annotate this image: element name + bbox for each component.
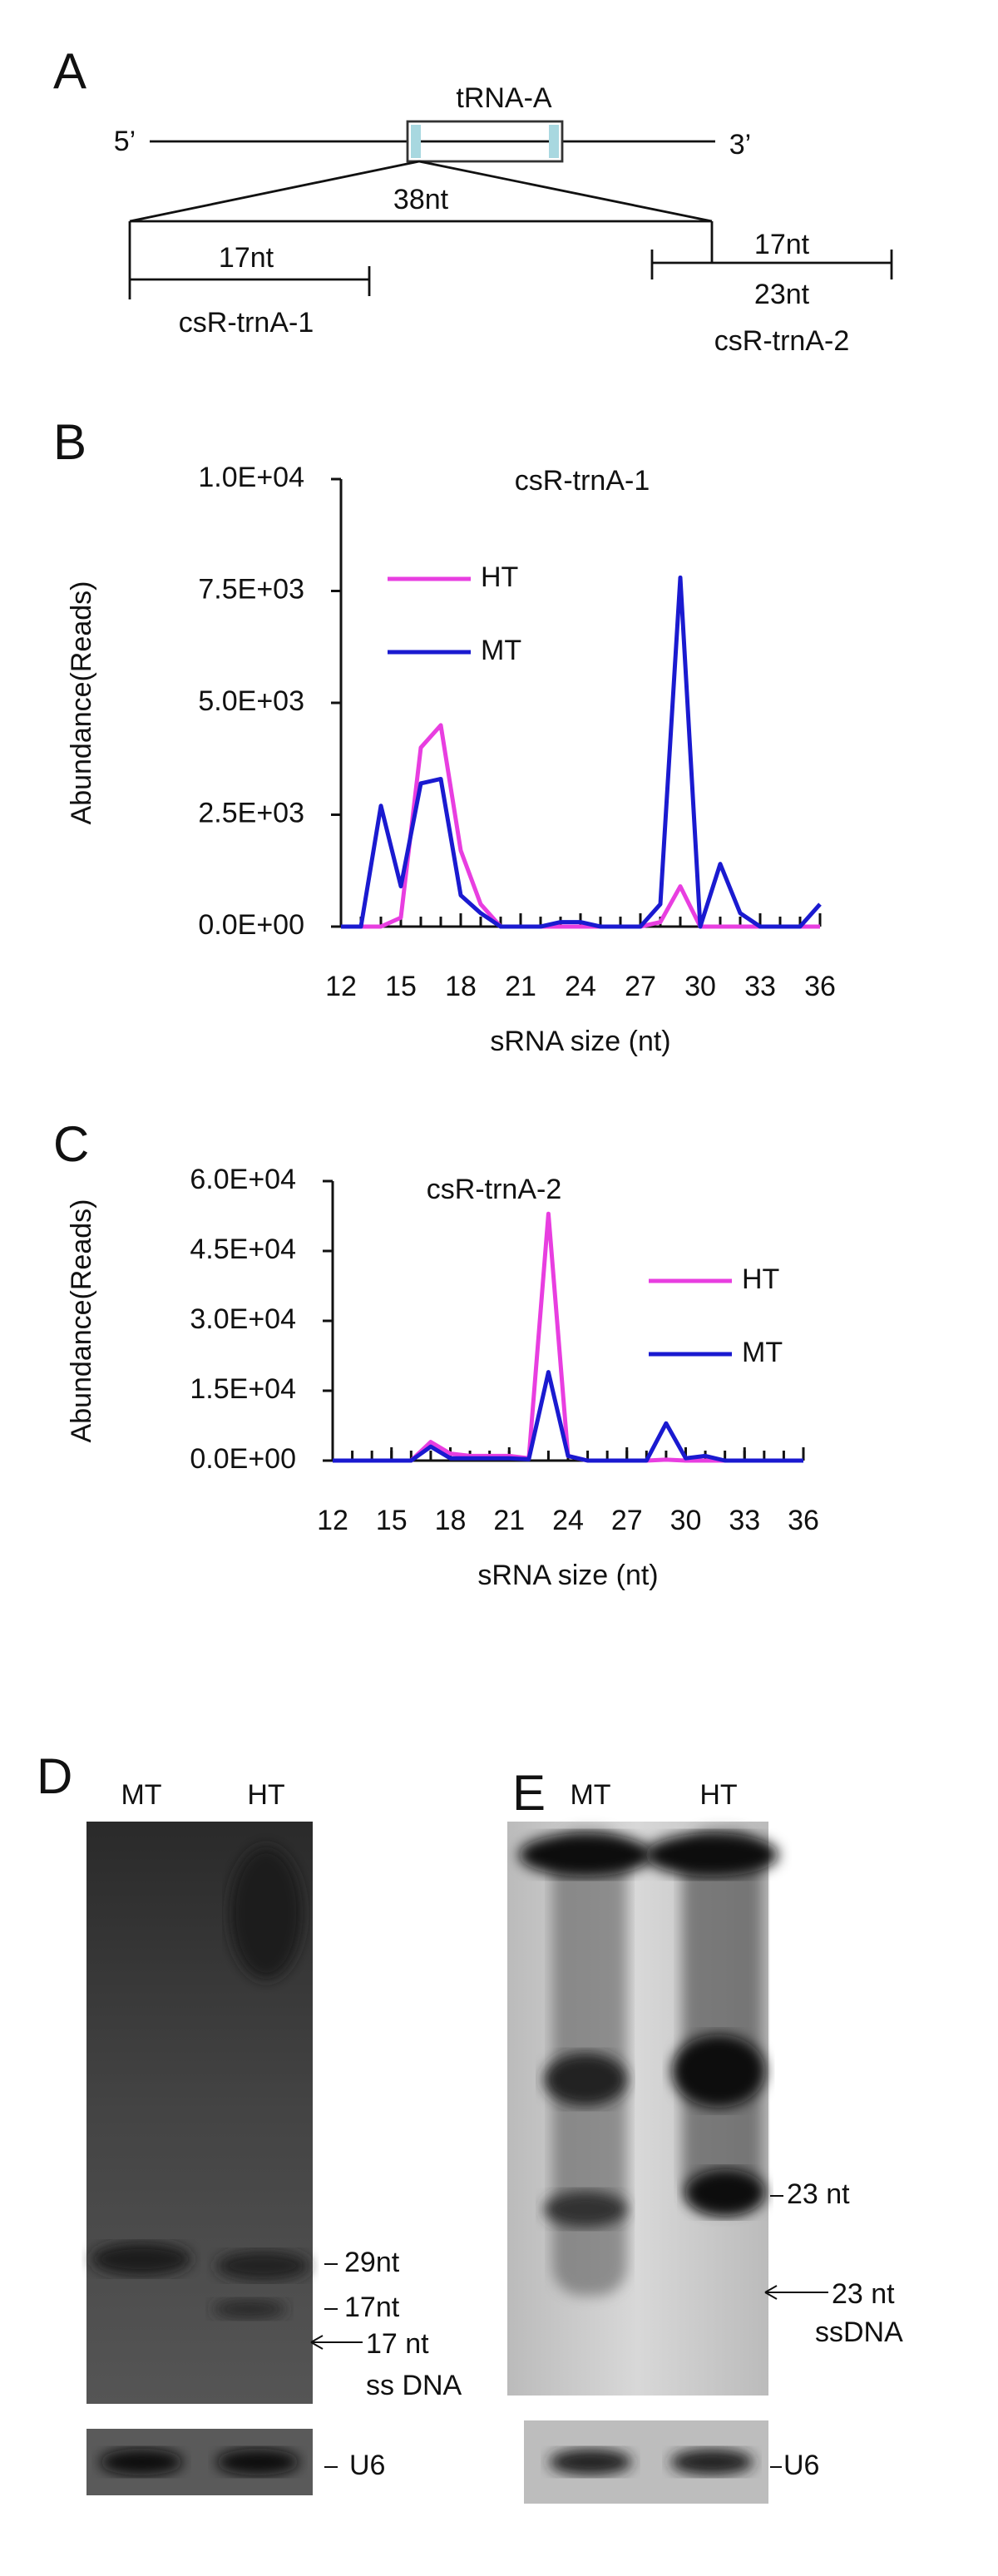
x-tick-label: 24: [552, 1505, 584, 1536]
band: [645, 1833, 778, 1876]
y-tick-label: 4.5E+04: [190, 1234, 296, 1265]
length-label: 17nt: [219, 242, 274, 274]
x-tick-label: 15: [376, 1505, 408, 1536]
y-tick-label: 6.0E+04: [190, 1164, 296, 1195]
data-line: [341, 575, 822, 929]
band: [519, 1833, 652, 1876]
x-axis-label: sRNA size (nt): [477, 1560, 658, 1591]
probe-label: ss DNA: [366, 2370, 462, 2401]
band: [672, 2035, 765, 2108]
band: [544, 2053, 627, 2106]
control-label: U6: [349, 2450, 385, 2481]
marker-label: 17nt: [344, 2292, 400, 2323]
x-tick-label: 12: [325, 971, 357, 1002]
y-tick-label: 3.0E+04: [190, 1303, 296, 1335]
data-line: [341, 723, 820, 929]
y-tick-label: 1.5E+04: [190, 1373, 296, 1405]
gene-label: tRNA-A: [456, 82, 552, 114]
gene-edge: [411, 125, 421, 158]
chart-title: csR-trnA-1: [515, 465, 650, 497]
end-label: 5’: [114, 126, 136, 157]
x-tick-label: 18: [445, 971, 477, 1002]
legend-label: HT: [481, 561, 518, 593]
lane-label: HT: [699, 1779, 737, 1811]
band: [685, 2169, 765, 2216]
blot-d: D MT HT 29nt 17nt 17 nt ss DNA U6: [37, 1748, 462, 2495]
x-tick-label: 24: [565, 971, 596, 1002]
zoom-line: [418, 160, 713, 223]
x-tick-label: 36: [804, 971, 836, 1002]
chart-title: csR-trnA-2: [427, 1174, 561, 1205]
arrow-head: [310, 2335, 324, 2350]
panel-label: A: [53, 43, 86, 99]
x-tick-label: 30: [670, 1505, 702, 1536]
x-tick-label: 33: [729, 1505, 760, 1536]
marker-label: 29nt: [344, 2247, 400, 2278]
length-label: 23nt: [754, 279, 810, 310]
band: [91, 2242, 191, 2276]
y-axis-label: Abundance(Reads): [66, 581, 97, 825]
band: [544, 2191, 627, 2227]
x-tick-label: 30: [684, 971, 716, 1002]
panel-label: E: [512, 1765, 546, 1821]
probe-label: 17 nt: [366, 2328, 429, 2360]
zoom-line: [129, 160, 420, 223]
fragment-name: csR-trnA-1: [179, 307, 314, 339]
y-tick-label: 5.0E+03: [198, 685, 304, 717]
x-tick-label: 12: [317, 1505, 348, 1536]
gene-edge: [549, 125, 559, 158]
legend-label: HT: [742, 1263, 779, 1295]
band: [213, 2299, 286, 2319]
data-line: [333, 1211, 803, 1463]
band: [670, 2449, 753, 2475]
length-label: 17nt: [754, 229, 810, 260]
y-tick-label: 0.0E+00: [190, 1443, 296, 1475]
marker-label: 23 nt: [787, 2178, 850, 2210]
lane-label: MT: [570, 1779, 610, 1811]
band: [216, 2449, 299, 2475]
lane-smear: [682, 1830, 762, 2213]
x-axis-label: sRNA size (nt): [490, 1026, 670, 1057]
probe-label: 23 nt: [832, 2278, 895, 2310]
fragment-name: csR-trnA-2: [714, 325, 849, 357]
x-tick-label: 27: [625, 971, 656, 1002]
end-label: 3’: [729, 129, 751, 161]
band: [549, 2449, 632, 2475]
y-tick-label: 1.0E+04: [198, 462, 304, 493]
data-line: [333, 1370, 803, 1463]
y-tick-label: 2.5E+03: [198, 797, 304, 828]
x-tick-label: 27: [611, 1505, 643, 1536]
span-label: 38nt: [393, 184, 449, 215]
panel-label: C: [53, 1116, 89, 1172]
x-tick-label: 36: [788, 1505, 819, 1536]
probe-label: ssDNA: [815, 2316, 903, 2348]
band: [216, 2251, 309, 2281]
x-tick-label: 21: [493, 1505, 525, 1536]
band: [100, 2449, 183, 2475]
diagram: A 5’ 3’ tRNA-A 38nt 17nt csR-trnA-1 17nt…: [53, 43, 893, 357]
x-tick-label: 21: [505, 971, 536, 1002]
lane-label: HT: [247, 1779, 284, 1811]
panel-label: D: [37, 1748, 72, 1804]
lane-label: MT: [121, 1779, 161, 1811]
x-tick-label: 15: [385, 971, 417, 1002]
panel-label: B: [53, 414, 86, 470]
arrow-head: [764, 2285, 778, 2300]
blot-e: E MT HT 23 nt 23 nt ssDNA U6: [507, 1765, 903, 2504]
y-tick-label: 7.5E+03: [198, 573, 304, 605]
x-tick-label: 33: [744, 971, 776, 1002]
control-label: U6: [783, 2450, 819, 2481]
smear: [230, 1847, 303, 1980]
y-axis-label: Abundance(Reads): [66, 1199, 97, 1443]
y-tick-label: 0.0E+00: [198, 909, 304, 941]
legend-label: MT: [742, 1337, 783, 1368]
x-tick-label: 18: [435, 1505, 467, 1536]
legend-label: MT: [481, 635, 521, 666]
